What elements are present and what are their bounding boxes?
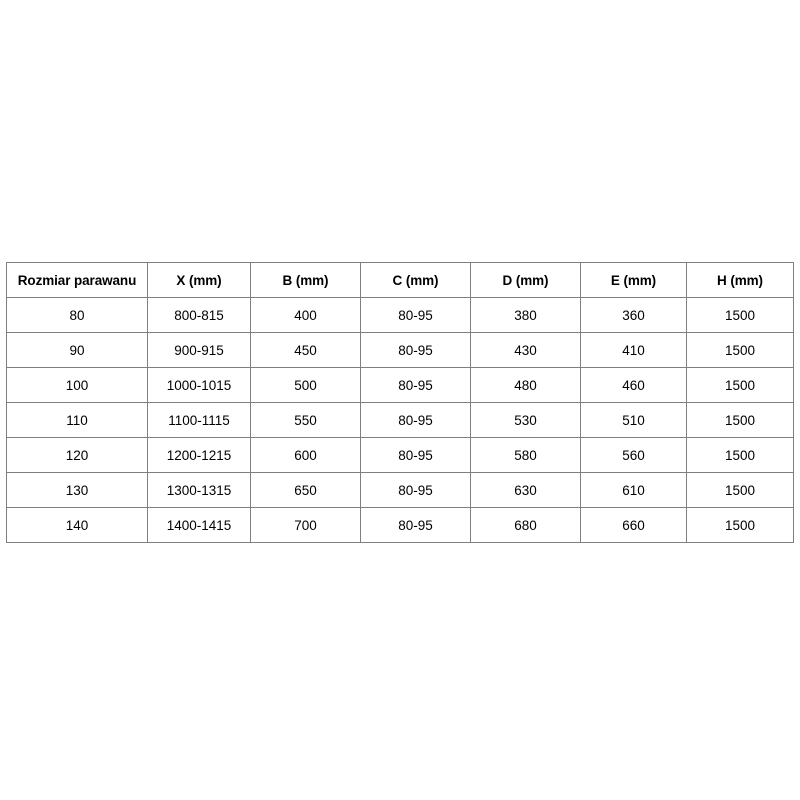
cell-x: 1100-1115: [147, 402, 251, 438]
cell-e: 560: [580, 437, 687, 473]
cell-h: 1500: [686, 437, 794, 473]
cell-d: 430: [470, 332, 581, 368]
cell-h: 1500: [686, 367, 794, 403]
table-row: 100 1000-1015 500 80-95 480 460 1500: [6, 367, 794, 403]
column-header-b: B (mm): [250, 262, 361, 298]
cell-b: 550: [250, 402, 361, 438]
cell-h: 1500: [686, 472, 794, 508]
column-header-h: H (mm): [686, 262, 794, 298]
cell-x: 1000-1015: [147, 367, 251, 403]
cell-d: 580: [470, 437, 581, 473]
cell-d: 680: [470, 507, 581, 543]
cell-c: 80-95: [360, 507, 471, 543]
cell-h: 1500: [686, 297, 794, 333]
cell-d: 480: [470, 367, 581, 403]
cell-x: 1200-1215: [147, 437, 251, 473]
cell-rozmiar: 120: [6, 437, 148, 473]
cell-h: 1500: [686, 402, 794, 438]
cell-d: 380: [470, 297, 581, 333]
table-row: 120 1200-1215 600 80-95 580 560 1500: [6, 437, 794, 473]
cell-b: 400: [250, 297, 361, 333]
cell-e: 410: [580, 332, 687, 368]
table-header-row: Rozmiar parawanu X (mm) B (mm) C (mm) D …: [6, 262, 794, 298]
specification-table-container: Rozmiar parawanu X (mm) B (mm) C (mm) D …: [6, 262, 794, 543]
cell-e: 460: [580, 367, 687, 403]
cell-c: 80-95: [360, 297, 471, 333]
cell-c: 80-95: [360, 367, 471, 403]
cell-b: 700: [250, 507, 361, 543]
column-header-c: C (mm): [360, 262, 471, 298]
cell-c: 80-95: [360, 332, 471, 368]
cell-x: 1400-1415: [147, 507, 251, 543]
table-row: 110 1100-1115 550 80-95 530 510 1500: [6, 402, 794, 438]
cell-e: 610: [580, 472, 687, 508]
cell-c: 80-95: [360, 437, 471, 473]
column-header-rozmiar-parawanu: Rozmiar parawanu: [6, 262, 148, 298]
cell-h: 1500: [686, 507, 794, 543]
table-row: 90 900-915 450 80-95 430 410 1500: [6, 332, 794, 368]
cell-rozmiar: 90: [6, 332, 148, 368]
cell-d: 630: [470, 472, 581, 508]
cell-b: 600: [250, 437, 361, 473]
shower-screen-dimensions-table: Rozmiar parawanu X (mm) B (mm) C (mm) D …: [6, 262, 794, 543]
table-body: 80 800-815 400 80-95 380 360 1500 90 900…: [6, 297, 794, 543]
cell-rozmiar: 130: [6, 472, 148, 508]
cell-e: 360: [580, 297, 687, 333]
cell-c: 80-95: [360, 402, 471, 438]
cell-b: 500: [250, 367, 361, 403]
cell-x: 900-915: [147, 332, 251, 368]
table-row: 140 1400-1415 700 80-95 680 660 1500: [6, 507, 794, 543]
table-header: Rozmiar parawanu X (mm) B (mm) C (mm) D …: [6, 262, 794, 298]
cell-c: 80-95: [360, 472, 471, 508]
cell-h: 1500: [686, 332, 794, 368]
column-header-x: X (mm): [147, 262, 251, 298]
cell-x: 1300-1315: [147, 472, 251, 508]
cell-d: 530: [470, 402, 581, 438]
table-row: 80 800-815 400 80-95 380 360 1500: [6, 297, 794, 333]
cell-e: 660: [580, 507, 687, 543]
cell-b: 650: [250, 472, 361, 508]
cell-rozmiar: 110: [6, 402, 148, 438]
cell-rozmiar: 140: [6, 507, 148, 543]
cell-x: 800-815: [147, 297, 251, 333]
column-header-e: E (mm): [580, 262, 687, 298]
cell-rozmiar: 100: [6, 367, 148, 403]
cell-e: 510: [580, 402, 687, 438]
table-row: 130 1300-1315 650 80-95 630 610 1500: [6, 472, 794, 508]
cell-rozmiar: 80: [6, 297, 148, 333]
cell-b: 450: [250, 332, 361, 368]
column-header-d: D (mm): [470, 262, 581, 298]
